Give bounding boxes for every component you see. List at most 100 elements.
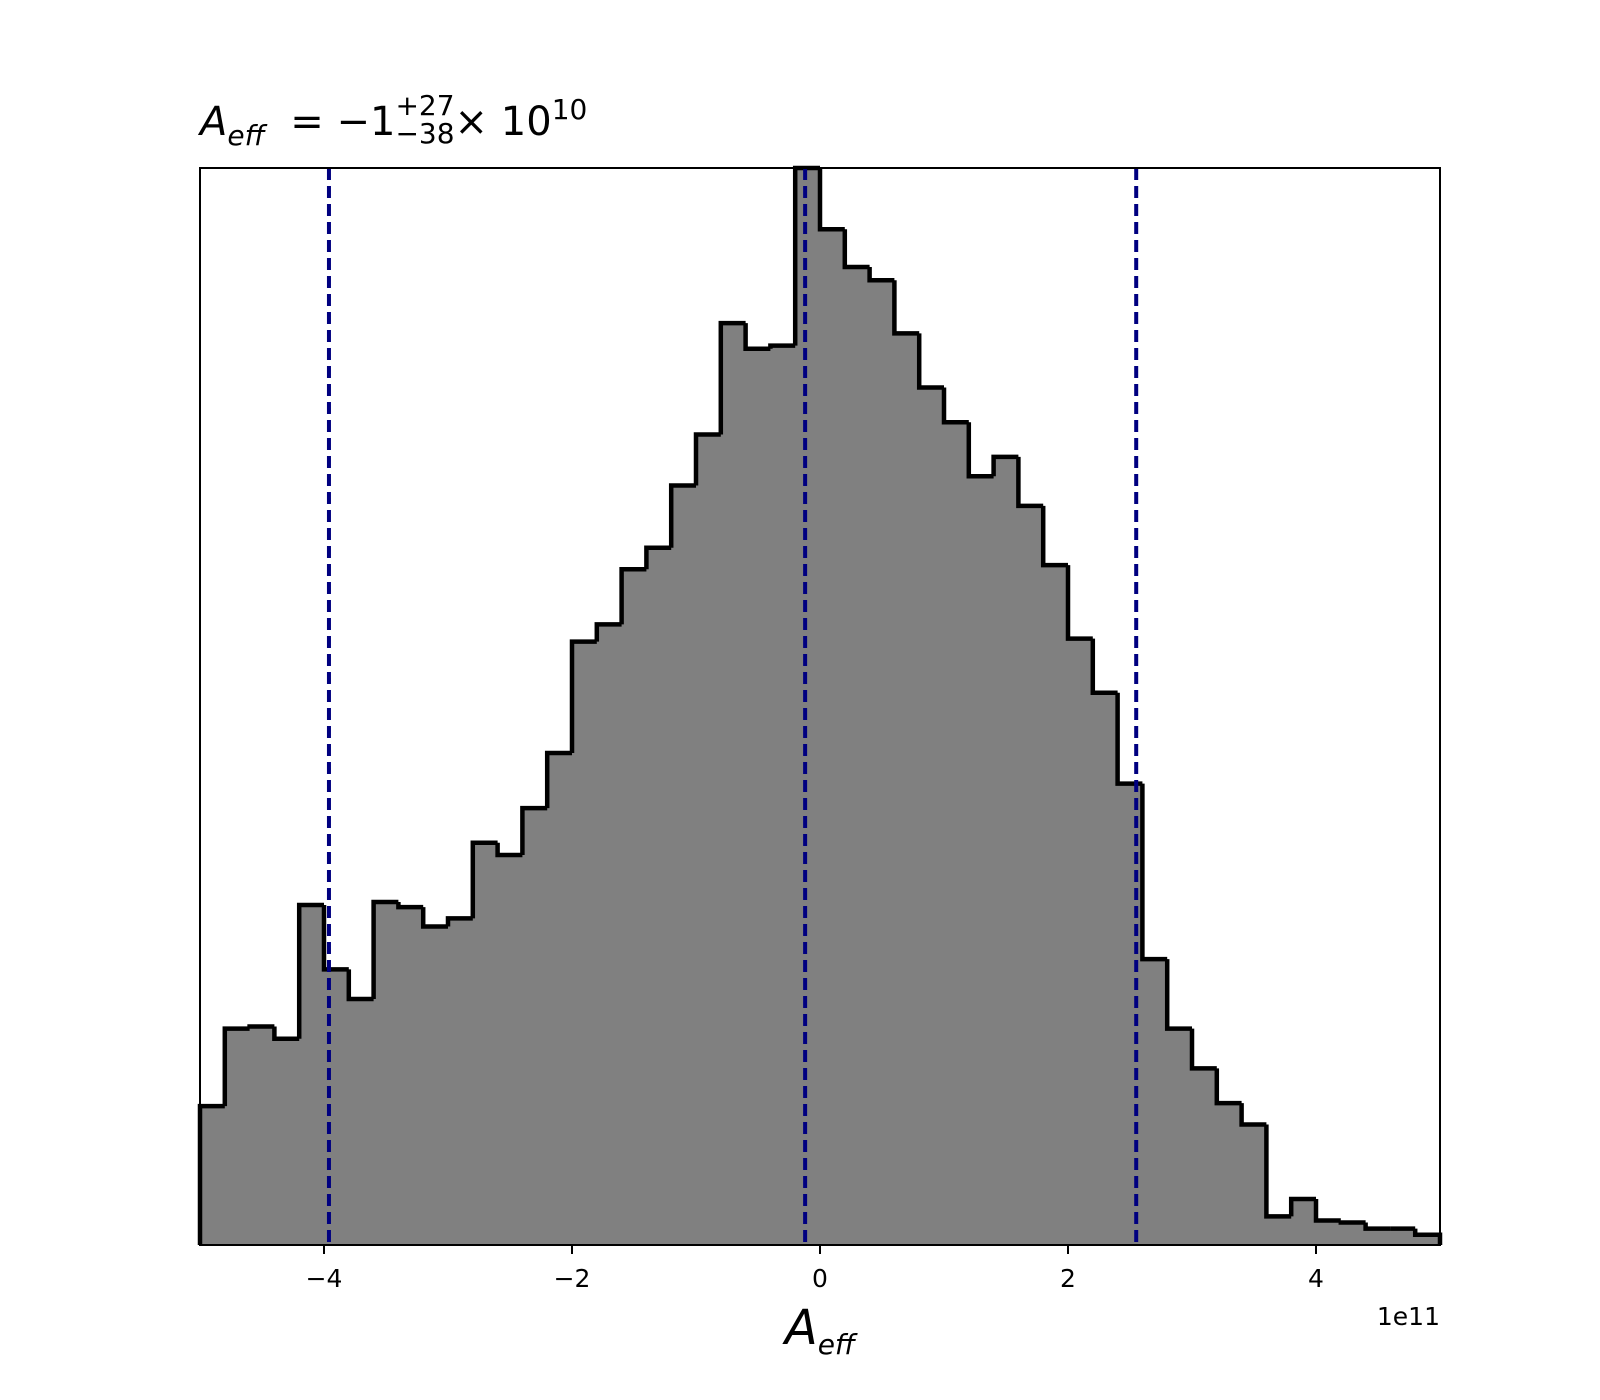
histogram-bar (1291, 1199, 1317, 1245)
histogram-bar (844, 267, 871, 1246)
histogram-step (867, 267, 895, 283)
histogram-step (842, 229, 870, 270)
histogram-step (272, 1026, 300, 1042)
histogram-step (743, 323, 771, 351)
title-lower: −38 (395, 117, 455, 150)
histogram-bar (1216, 1103, 1243, 1245)
histogram-step (644, 545, 672, 570)
histogram-bar (745, 348, 771, 1245)
histogram-step (1338, 1220, 1366, 1225)
histogram-bar (919, 387, 945, 1245)
x-tick-label: −4 (306, 1264, 343, 1293)
histogram-step (420, 907, 448, 929)
histogram-bar (820, 229, 846, 1245)
histogram-step (1140, 783, 1168, 962)
histogram-bar (398, 907, 424, 1245)
title-upper: +27 (395, 89, 455, 122)
histogram-bar (1068, 638, 1094, 1245)
title-symbol-sub: eff (227, 119, 265, 152)
histogram-bar (1316, 1220, 1342, 1245)
histogram-bar (621, 569, 647, 1245)
histogram-bar (1167, 1028, 1193, 1245)
histogram-step (1090, 638, 1118, 695)
histogram-step (321, 905, 349, 972)
histogram-bar (869, 280, 895, 1246)
histogram-step (1016, 456, 1044, 509)
histogram-bar (497, 855, 523, 1245)
histogram-bar (423, 926, 449, 1245)
histogram-bar (448, 918, 474, 1245)
histogram-step (1363, 1222, 1391, 1231)
histogram-bar (1415, 1234, 1441, 1245)
x-tick-label: 4 (1308, 1264, 1324, 1293)
histogram-bar (1142, 959, 1168, 1245)
histogram-bar (770, 345, 796, 1246)
histogram-bar (224, 1028, 251, 1245)
histogram-bar (596, 624, 623, 1245)
histogram-bar (1192, 1068, 1218, 1245)
histogram-step (966, 422, 994, 479)
title-symbol: A (200, 99, 228, 145)
histogram-step (594, 622, 622, 642)
histogram-bar (944, 422, 970, 1246)
histogram-step (718, 320, 746, 435)
histogram-bar (671, 485, 697, 1245)
histogram-step (1288, 1196, 1316, 1217)
histogram-step (1115, 692, 1143, 786)
histogram-step (1239, 1103, 1267, 1127)
histogram-step (941, 387, 969, 425)
histogram-step (1164, 959, 1192, 1031)
histogram-step (346, 969, 374, 1002)
histogram-bar (1365, 1228, 1391, 1245)
histogram-step (991, 454, 1019, 477)
histogram-bar (1266, 1216, 1292, 1245)
histogram-bar (1390, 1228, 1416, 1245)
histogram-step (247, 1024, 275, 1029)
histogram-bar (249, 1026, 275, 1245)
histogram-step (1040, 505, 1068, 568)
histogram-bar (373, 901, 399, 1245)
histogram-step (1264, 1124, 1292, 1219)
title-relation: = −1 (290, 99, 396, 145)
histogram-step (495, 842, 523, 858)
histogram-step (371, 899, 399, 999)
histogram-bar (968, 476, 995, 1246)
histogram-step (445, 916, 473, 927)
histogram-bar (1241, 1124, 1267, 1245)
histogram-bar (472, 842, 499, 1245)
histogram-bar (696, 434, 722, 1246)
histogram-bar (720, 323, 747, 1245)
histogram-step (222, 1026, 250, 1107)
histogram-bar (1092, 692, 1119, 1245)
histogram-step (668, 483, 696, 548)
title-exponent: 10 (551, 93, 588, 126)
title-errors: +27 −38 (395, 92, 454, 148)
histogram-step (520, 805, 548, 856)
histogram-step (1065, 565, 1093, 641)
histogram-step (892, 280, 920, 336)
histogram-bar (348, 998, 375, 1245)
histogram-bar (274, 1038, 300, 1245)
histogram-step (1214, 1068, 1242, 1106)
histogram-bar (572, 641, 598, 1245)
histogram-step (544, 750, 572, 809)
x-tick-label: 0 (812, 1264, 828, 1293)
histogram-bar (1043, 565, 1069, 1245)
histogram-step (1189, 1028, 1217, 1071)
histogram-bar (547, 752, 573, 1245)
x-label-symbol: A (784, 1300, 818, 1356)
x-axis-label: Aeff (0, 1300, 1600, 1361)
histogram-step (296, 902, 324, 1039)
histogram-bar (646, 547, 672, 1245)
histogram-step (396, 901, 424, 910)
histogram-bar (1117, 783, 1143, 1245)
histogram-step (470, 840, 498, 919)
histogram-step (768, 343, 796, 349)
x-tick-label: 2 (1060, 1264, 1076, 1293)
histogram-bar (522, 808, 548, 1245)
histogram-bar (1340, 1222, 1367, 1245)
x-offset-text: 1e11 (1377, 1302, 1440, 1331)
histogram-step (619, 566, 647, 625)
